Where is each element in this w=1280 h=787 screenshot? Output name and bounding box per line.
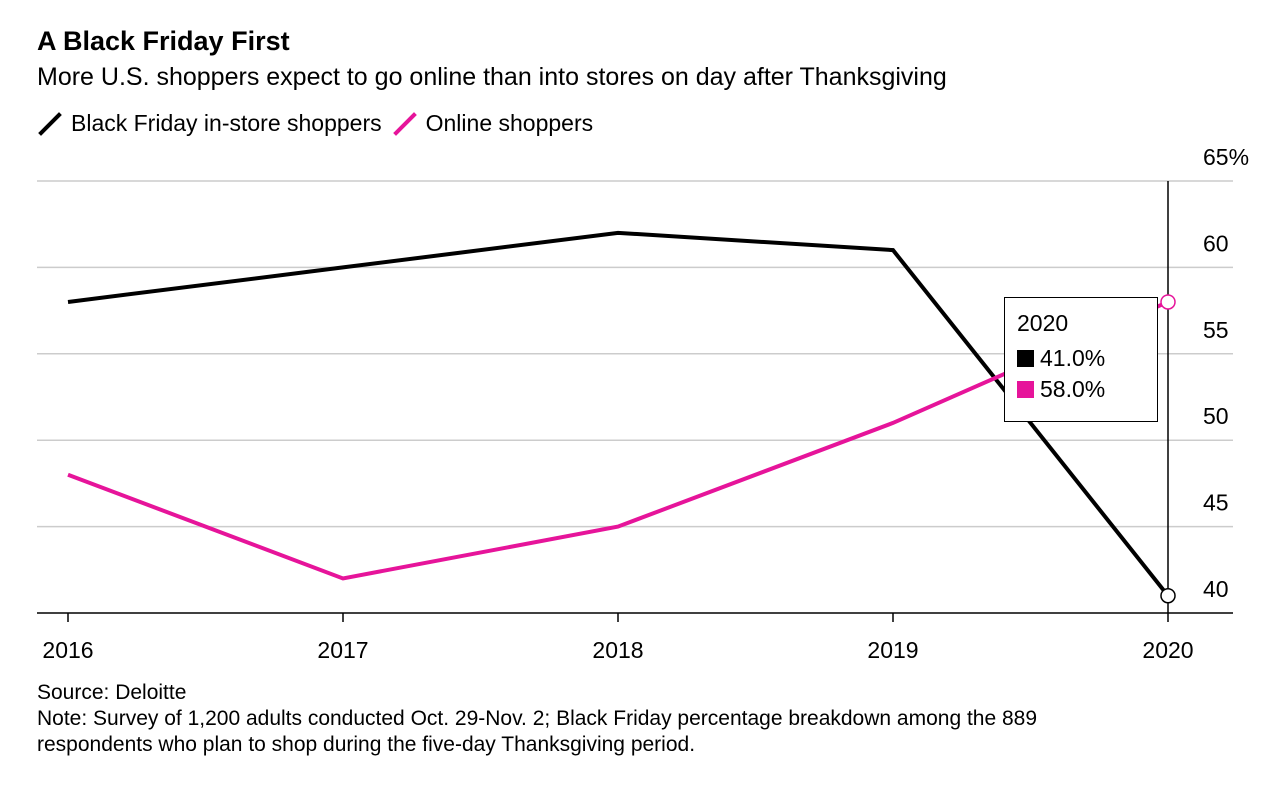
chart-subtitle: More U.S. shoppers expect to go online t…: [37, 63, 947, 91]
hover-tooltip: 2020 41.0% 58.0%: [1004, 297, 1158, 422]
tooltip-row-instore: 41.0%: [1017, 345, 1145, 372]
legend-label-instore: Black Friday in-store shoppers: [71, 110, 382, 136]
survey-note-line1: Note: Survey of 1,200 adults conducted O…: [37, 707, 1038, 730]
y-tick-label-50: 50: [1203, 403, 1229, 429]
tooltip-row-online: 58.0%: [1017, 376, 1145, 403]
y-tick-label-65: 65%: [1203, 144, 1249, 170]
y-tick-label-40: 40: [1203, 576, 1229, 602]
x-tick-label-2016: 2016: [42, 637, 93, 663]
legend-swatch-instore: [38, 111, 62, 136]
survey-note-line2: respondents who plan to shop during the …: [37, 733, 696, 756]
legend: Black Friday in-store shoppers Online sh…: [37, 110, 603, 137]
y-tick-label-45: 45: [1203, 490, 1229, 516]
source-note: Source: Deloitte: [37, 681, 187, 704]
x-tick-label-2017: 2017: [317, 637, 368, 663]
legend-item-online: Online shoppers: [392, 110, 594, 137]
chart-title: A Black Friday First: [37, 26, 290, 56]
legend-swatch-online: [392, 111, 417, 136]
x-tick-label-2018: 2018: [592, 637, 643, 663]
series-line-online: [67, 300, 1169, 581]
legend-label-online: Online shoppers: [425, 110, 594, 136]
hover-marker-online: [1160, 294, 1176, 310]
legend-item-instore: Black Friday in-store shoppers: [37, 110, 382, 137]
y-tick-label-55: 55: [1203, 317, 1229, 343]
x-tick-label-2019: 2019: [867, 637, 918, 663]
y-tick-label-60: 60: [1203, 230, 1229, 256]
tooltip-value-online: 58.0%: [1040, 376, 1106, 402]
chart-footer: Source: Deloitte Note: Survey of 1,200 a…: [37, 680, 1237, 758]
x-tick-label-2020: 2020: [1142, 637, 1193, 663]
hover-marker-instore: [1160, 587, 1176, 604]
tooltip-year: 2020: [1017, 310, 1069, 336]
tooltip-swatch-instore: [1017, 350, 1034, 367]
tooltip-value-instore: 41.0%: [1040, 345, 1106, 371]
series-line-instore: [67, 230, 1170, 597]
tooltip-swatch-online: [1017, 381, 1034, 398]
